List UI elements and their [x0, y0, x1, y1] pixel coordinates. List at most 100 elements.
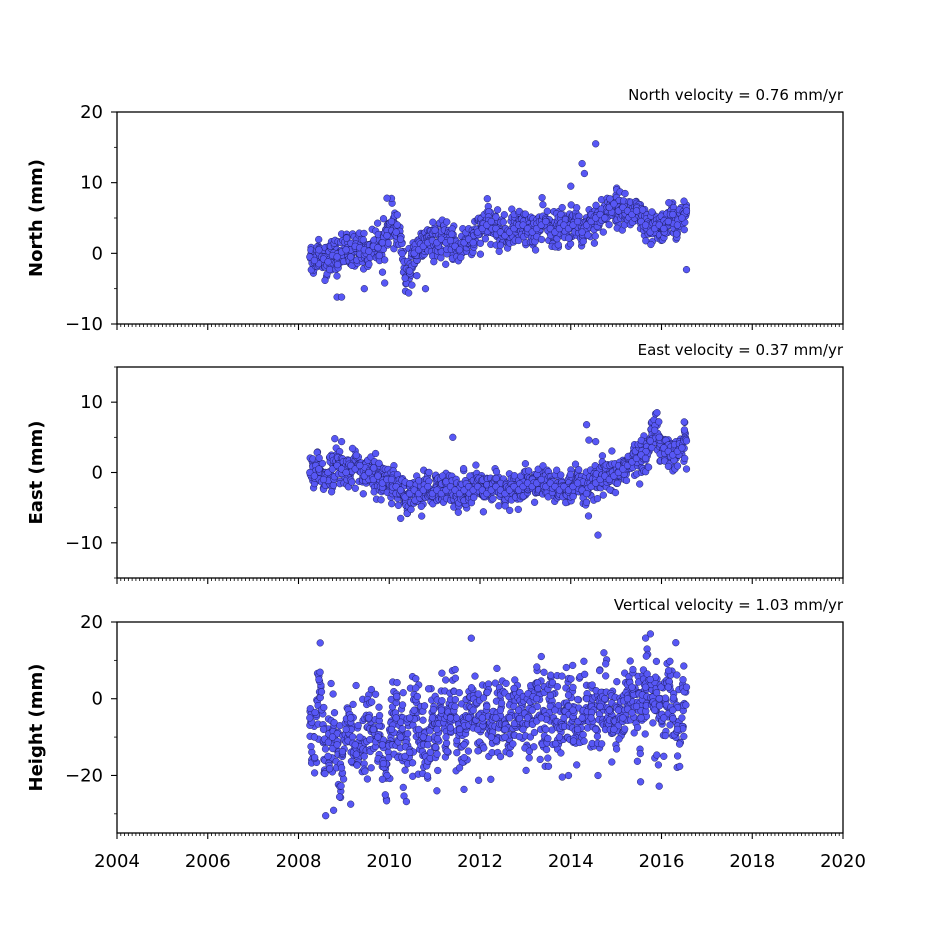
- data-point: [538, 194, 546, 202]
- data-point: [611, 488, 620, 497]
- data-point: [641, 683, 650, 691]
- data-point: [579, 237, 587, 246]
- data-point: [580, 169, 589, 178]
- data-point: [455, 246, 464, 254]
- data-point: [365, 468, 373, 477]
- data-point: [421, 285, 430, 293]
- data-point: [373, 219, 382, 227]
- data-point: [655, 433, 663, 441]
- data-point: [455, 725, 464, 734]
- data-point: [537, 475, 545, 484]
- data-point: [333, 741, 341, 749]
- data-point: [664, 217, 672, 226]
- data-point: [377, 496, 385, 504]
- y-tick-label: 10: [80, 173, 103, 194]
- data-point: [682, 683, 691, 691]
- data-point: [646, 630, 655, 638]
- data-point: [573, 217, 582, 226]
- data-point: [448, 230, 456, 238]
- data-point: [449, 433, 457, 441]
- velocity-label-height: Vertical velocity = 1.03 mm/yr: [614, 596, 844, 614]
- data-point: [669, 210, 677, 219]
- data-point: [412, 684, 420, 692]
- data-point: [598, 452, 607, 460]
- data-point: [394, 501, 403, 510]
- data-point: [536, 755, 544, 764]
- data-point: [580, 737, 588, 745]
- data-point: [443, 218, 451, 226]
- data-point: [525, 754, 533, 762]
- data-point: [610, 200, 618, 208]
- data-point: [608, 758, 616, 766]
- data-point: [588, 681, 596, 689]
- data-point: [596, 702, 604, 711]
- data-point: [505, 714, 514, 722]
- data-point: [673, 221, 682, 229]
- y-tick-label: 20: [80, 102, 103, 123]
- data-point: [539, 462, 547, 470]
- data-point: [673, 752, 682, 760]
- data-point: [460, 741, 468, 749]
- panel-north: −10 0 10 20 North velocity = 0.76 mm/yr North…: [26, 86, 844, 335]
- data-point: [630, 729, 638, 737]
- data-point: [437, 706, 446, 714]
- data-point: [348, 478, 356, 486]
- data-point: [459, 464, 468, 473]
- data-point: [333, 260, 342, 269]
- data-point: [472, 461, 480, 469]
- data-point: [676, 762, 684, 771]
- data-point: [367, 685, 376, 694]
- data-point: [307, 742, 315, 751]
- data-point: [657, 683, 665, 691]
- data-point: [602, 672, 610, 680]
- data-point: [543, 207, 551, 215]
- data-point: [311, 708, 319, 717]
- data-point: [483, 195, 491, 203]
- data-point: [584, 512, 593, 520]
- data-point: [356, 733, 364, 741]
- data-point: [337, 764, 346, 772]
- data-point: [479, 508, 488, 516]
- data-point: [632, 207, 641, 215]
- data-point: [621, 725, 629, 733]
- data-point: [678, 444, 686, 452]
- data-point: [582, 421, 591, 429]
- data-point: [375, 459, 383, 467]
- data-point: [564, 771, 573, 780]
- data-point: [673, 671, 681, 679]
- data-point: [592, 725, 600, 734]
- data-point: [378, 775, 387, 783]
- data-point: [652, 657, 661, 666]
- data-point: [446, 714, 455, 722]
- data-point: [401, 274, 409, 282]
- data-point: [371, 690, 380, 698]
- data-point: [333, 272, 341, 280]
- data-point: [655, 695, 663, 703]
- data-point: [573, 725, 582, 734]
- data-point: [574, 695, 582, 704]
- data-point: [533, 702, 541, 711]
- data-point: [600, 649, 608, 657]
- data-point: [491, 679, 499, 687]
- data-point: [680, 662, 688, 670]
- y-tick-label: −20: [65, 765, 103, 786]
- data-point: [443, 747, 451, 755]
- data-point: [579, 731, 587, 739]
- data-point: [457, 253, 465, 262]
- y-axis-label-height: Height (mm): [26, 664, 47, 792]
- data-point: [573, 761, 581, 769]
- data-point: [487, 733, 495, 741]
- data-point: [628, 683, 636, 691]
- data-point: [680, 418, 688, 426]
- data-point: [571, 460, 580, 468]
- data-point: [613, 479, 622, 488]
- data-point: [385, 753, 393, 762]
- data-point: [642, 652, 650, 660]
- data-point: [496, 706, 505, 714]
- data-point: [651, 426, 659, 434]
- data-point: [317, 688, 326, 696]
- data-point: [553, 466, 561, 474]
- data-point: [396, 235, 405, 243]
- data-point: [669, 715, 677, 723]
- data-point: [470, 493, 478, 502]
